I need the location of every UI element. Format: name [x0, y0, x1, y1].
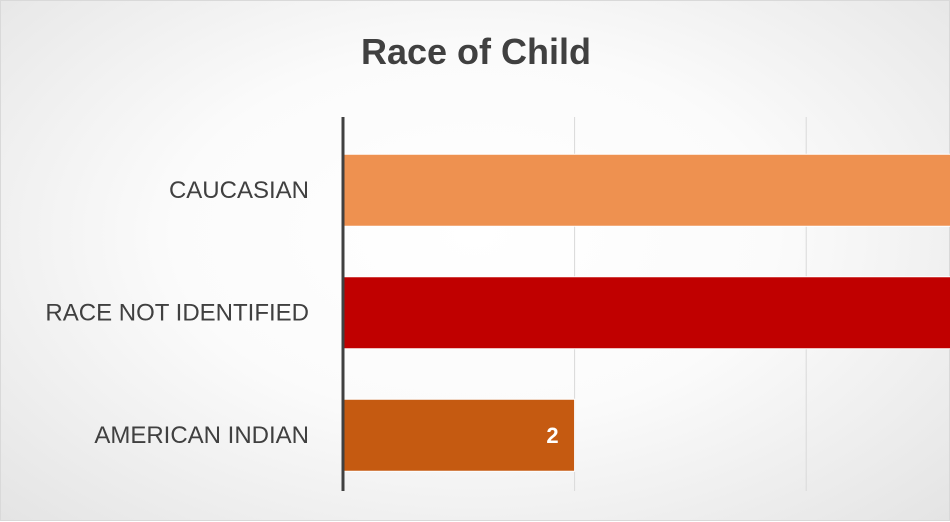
bar — [342, 276, 950, 350]
category-label: CAUCASIAN — [169, 177, 309, 204]
bar — [342, 398, 576, 472]
chart-title: Race of Child — [360, 31, 592, 72]
data-label: 2 — [546, 423, 558, 448]
category-label: AMERICAN INDIAN — [94, 422, 309, 449]
bar — [342, 153, 950, 227]
category-label: RACE NOT IDENTIFIED — [45, 299, 309, 326]
